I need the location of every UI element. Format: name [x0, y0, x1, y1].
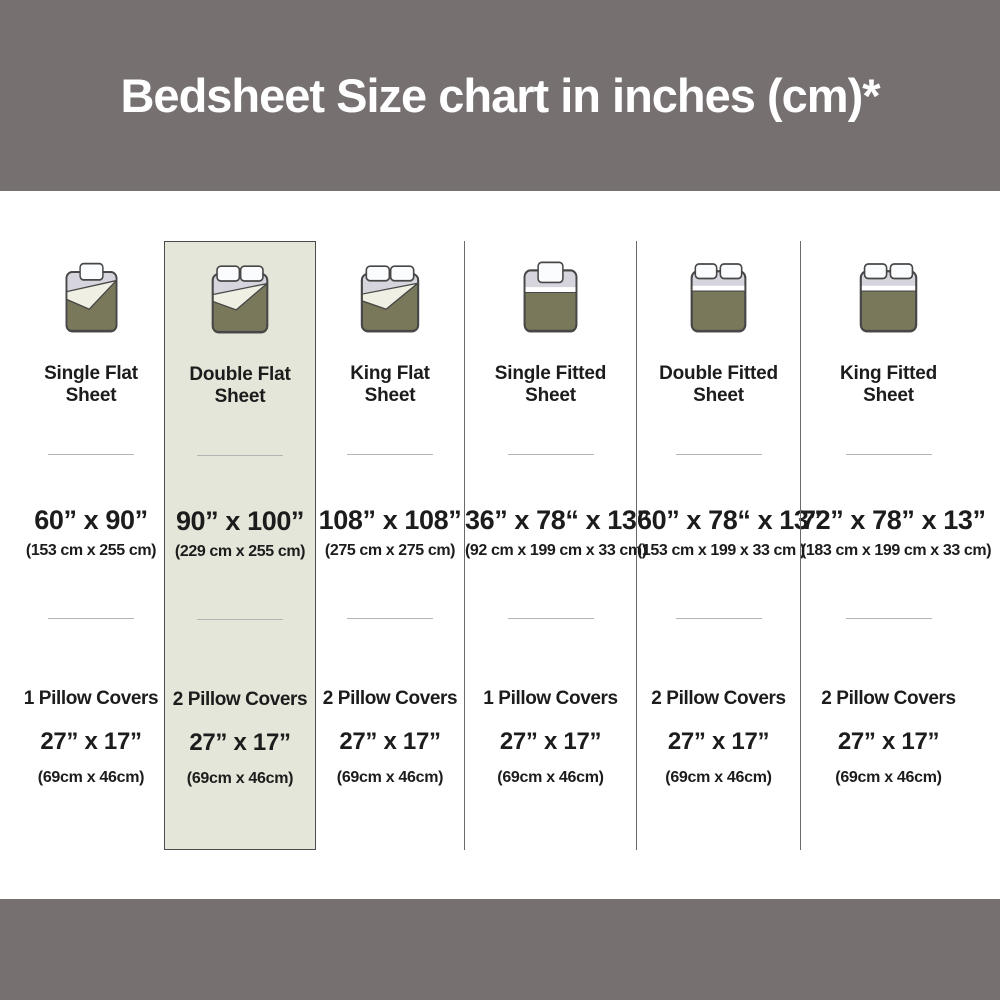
column-double-fitted-sheet: Double Fitted Sheet 60” x 78“ x 13” (153… — [636, 241, 822, 850]
flat-sheet-two-pillows-icon — [211, 265, 269, 334]
divider-line — [845, 618, 932, 619]
pillow-size-cm: (69cm x 46cm) — [37, 769, 145, 786]
divider-line — [48, 618, 134, 619]
pillow-size-inches: 27” x 17” — [499, 728, 602, 755]
bed-icon-wrap — [637, 241, 800, 334]
pillow-size-cm: (69cm x 46cm) — [186, 770, 294, 787]
pillow-size-cm: (69cm x 46cm) — [665, 769, 772, 786]
column-title: Double Flat Sheet — [189, 364, 291, 407]
divider-line — [347, 454, 433, 455]
pillow-size-inches: 27” x 17” — [837, 728, 940, 755]
sheet-size-cm: (229 cm x 255 cm) — [174, 543, 306, 560]
column-title: Single Fitted Sheet — [494, 363, 607, 406]
pillow-covers-label: 1 Pillow Covers — [483, 688, 618, 709]
column-title: Double Fitted Sheet — [659, 363, 778, 406]
sheet-size-inches: 108” x 108” — [318, 505, 462, 535]
divider-line — [48, 454, 134, 455]
sheet-size-inches: 60” x 78“ x 13” — [637, 505, 822, 535]
sheet-size-inches: 36” x 78“ x 13” — [465, 505, 650, 535]
pillow-size-cm: (69cm x 46cm) — [497, 769, 604, 786]
pillow-covers-label: 2 Pillow Covers — [322, 688, 458, 709]
sheet-size-cm: (92 cm x 199 cm x 33 cm) — [465, 542, 647, 559]
sheet-size-cm: (153 cm x 255 cm) — [25, 542, 157, 559]
pillow-size-inches: 27” x 17” — [339, 728, 441, 755]
pillow-size-cm: (69cm x 46cm) — [835, 769, 942, 786]
divider-line — [197, 455, 283, 456]
bed-icon-wrap — [18, 241, 164, 334]
fitted-sheet-two-pillows-icon — [690, 263, 747, 333]
pillow-size-cm: (69cm x 46cm) — [336, 769, 444, 786]
pillow-covers-label: 2 Pillow Covers — [821, 688, 956, 709]
flat-sheet-single-pillow-icon — [65, 262, 117, 333]
column-title: King Flat Sheet — [350, 363, 430, 406]
pillow-size-inches: 27” x 17” — [667, 728, 770, 755]
column-king-fitted-sheet: King Fitted Sheet 72” x 78” x 13” (183 c… — [800, 241, 992, 850]
pillow-covers-label: 2 Pillow Covers — [651, 688, 786, 709]
header-banner: Bedsheet Size chart in inches (cm)* — [0, 0, 1000, 191]
divider-line — [675, 618, 762, 619]
column-double-flat-sheet: Double Flat Sheet 90” x 100” (229 cm x 2… — [164, 241, 315, 850]
sheet-size-cm: (275 cm x 275 cm) — [324, 542, 456, 559]
divider-line — [347, 618, 433, 619]
column-title: King Fitted Sheet — [839, 363, 937, 406]
bed-icon-wrap — [465, 241, 636, 334]
sheet-size-inches: 90” x 100” — [175, 506, 305, 536]
divider-line — [507, 454, 594, 455]
sheet-size-cm: (183 cm x 199 cm x 33 cm) — [801, 542, 992, 559]
bed-icon-wrap — [165, 242, 315, 335]
divider-line — [675, 454, 762, 455]
divider-line — [845, 454, 932, 455]
page-title: Bedsheet Size chart in inches (cm)* — [120, 69, 880, 122]
flat-sheet-two-pillows-icon — [360, 265, 420, 333]
sheet-size-inches: 60” x 90” — [34, 505, 148, 535]
column-single-flat-sheet: Single Flat Sheet 60” x 90” (153 cm x 25… — [18, 241, 164, 850]
column-king-flat-sheet: King Flat Sheet 108” x 108” (275 cm x 27… — [315, 241, 464, 850]
sheet-size-cm: (153 cm x 199 x 33 cm ) — [637, 542, 805, 559]
sheet-size-inches: 72” x 78” x 13” — [801, 505, 986, 535]
column-single-fitted-sheet: Single Fitted Sheet 36” x 78“ x 13” (92 … — [464, 241, 650, 850]
pillow-size-inches: 27” x 17” — [189, 729, 291, 756]
footer-banner — [0, 899, 1000, 1000]
divider-line — [197, 619, 283, 620]
divider-line — [507, 618, 594, 619]
pillow-size-inches: 27” x 17” — [40, 728, 142, 755]
fitted-sheet-single-pillow-icon — [523, 261, 578, 333]
pillow-covers-label: 2 Pillow Covers — [172, 689, 308, 710]
bed-icon-wrap — [316, 241, 464, 334]
pillow-covers-label: 1 Pillow Covers — [23, 688, 159, 709]
bed-icon-wrap — [801, 241, 976, 334]
column-title: Single Flat Sheet — [44, 363, 138, 406]
size-chart-columns: Single Flat Sheet 60” x 90” (153 cm x 25… — [18, 241, 992, 850]
fitted-sheet-two-pillows-icon — [859, 263, 918, 333]
